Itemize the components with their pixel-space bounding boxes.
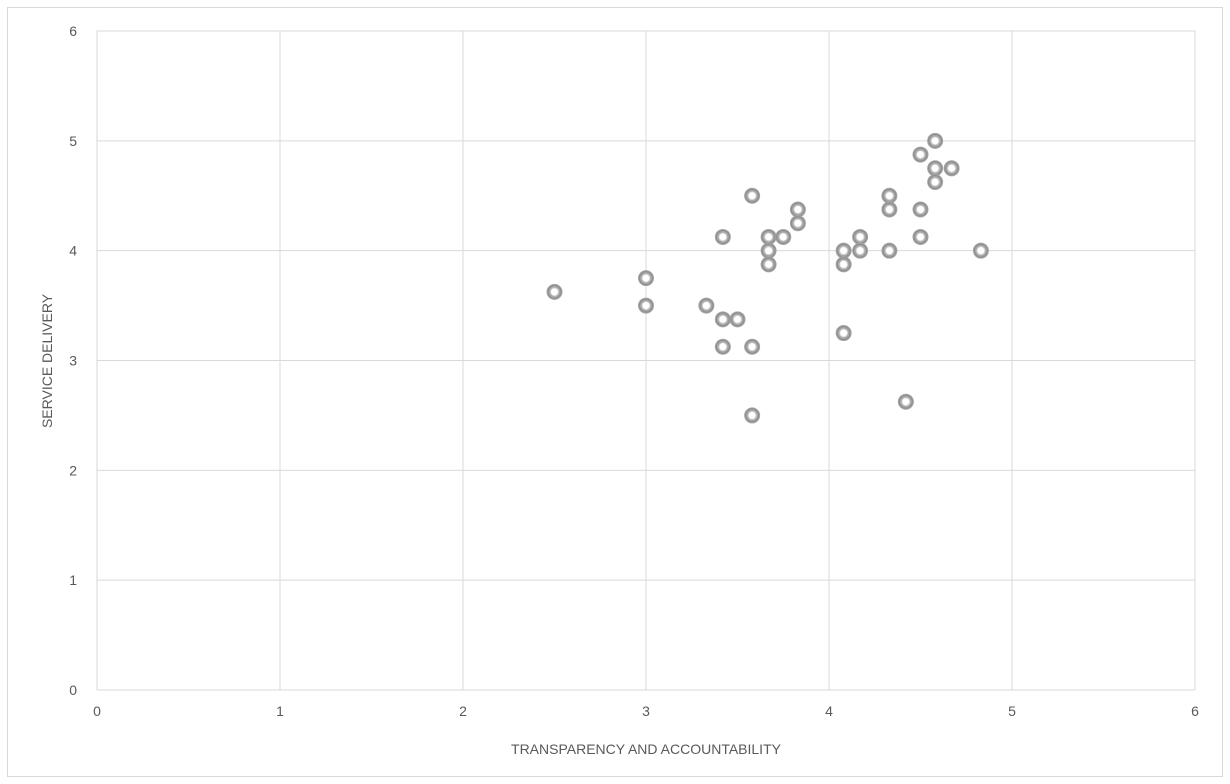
data-point bbox=[789, 215, 806, 232]
x-tick-label: 1 bbox=[276, 703, 284, 719]
data-point bbox=[912, 201, 929, 218]
data-point bbox=[972, 242, 989, 259]
x-tick-label: 0 bbox=[93, 703, 101, 719]
x-axis-tick-labels: 0 1 2 3 4 5 6 bbox=[93, 703, 1199, 719]
data-point bbox=[729, 311, 746, 328]
y-tick-label: 1 bbox=[69, 572, 77, 588]
data-point bbox=[760, 228, 777, 245]
y-tick-label: 2 bbox=[69, 462, 77, 478]
data-point bbox=[835, 256, 852, 273]
data-point bbox=[927, 174, 944, 191]
y-tick-label: 4 bbox=[69, 243, 77, 259]
data-point bbox=[927, 160, 944, 177]
x-tick-label: 3 bbox=[642, 703, 650, 719]
data-point bbox=[835, 325, 852, 342]
data-point bbox=[881, 242, 898, 259]
data-point bbox=[881, 201, 898, 218]
data-point bbox=[744, 407, 761, 424]
y-tick-label: 3 bbox=[69, 353, 77, 369]
data-point bbox=[714, 228, 731, 245]
x-tick-label: 5 bbox=[1008, 703, 1016, 719]
data-point bbox=[714, 338, 731, 355]
y-tick-label: 5 bbox=[69, 133, 77, 149]
data-point bbox=[852, 242, 869, 259]
y-tick-label: 0 bbox=[69, 682, 77, 698]
data-point bbox=[881, 187, 898, 204]
x-tick-label: 6 bbox=[1191, 703, 1199, 719]
data-point bbox=[760, 242, 777, 259]
data-point bbox=[927, 132, 944, 149]
data-point bbox=[698, 297, 715, 314]
data-point bbox=[897, 393, 914, 410]
y-tick-label: 6 bbox=[69, 23, 77, 39]
data-point bbox=[835, 242, 852, 259]
y-axis-title: SERVICE DELIVERY bbox=[39, 293, 55, 428]
chart-frame bbox=[7, 7, 1223, 777]
data-point bbox=[943, 160, 960, 177]
data-point bbox=[744, 338, 761, 355]
x-tick-label: 2 bbox=[459, 703, 467, 719]
data-point bbox=[775, 228, 792, 245]
data-point bbox=[638, 270, 654, 287]
data-point bbox=[546, 283, 563, 300]
data-point bbox=[638, 297, 654, 314]
data-point bbox=[912, 228, 929, 245]
x-axis-title: TRANSPARENCY AND ACCOUNTABILITY bbox=[511, 741, 782, 757]
gridlines bbox=[96, 30, 1196, 691]
data-point bbox=[744, 187, 761, 204]
data-point bbox=[852, 228, 869, 245]
data-point bbox=[714, 311, 731, 328]
data-point bbox=[912, 146, 929, 163]
x-tick-label: 4 bbox=[825, 703, 833, 719]
data-point bbox=[760, 256, 777, 273]
data-points bbox=[546, 132, 989, 424]
data-point bbox=[789, 201, 806, 218]
y-axis-tick-labels: 0 1 2 3 4 5 6 bbox=[69, 23, 77, 698]
